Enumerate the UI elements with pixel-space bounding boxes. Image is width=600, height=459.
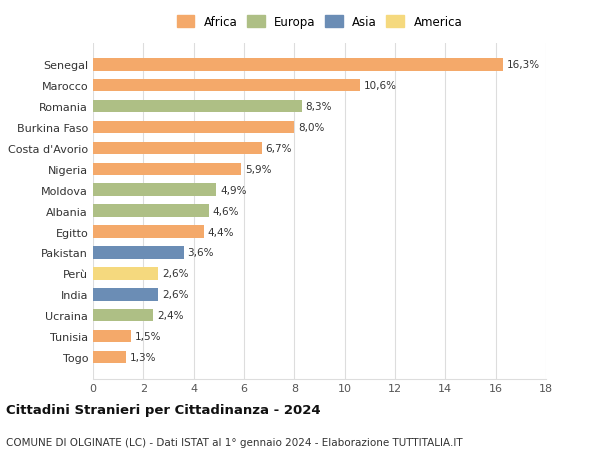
Bar <box>93 163 241 176</box>
Text: 2,6%: 2,6% <box>162 290 189 300</box>
Text: 10,6%: 10,6% <box>364 81 397 91</box>
Bar <box>93 288 158 301</box>
Text: Cittadini Stranieri per Cittadinanza - 2024: Cittadini Stranieri per Cittadinanza - 2… <box>6 403 320 416</box>
Bar <box>93 268 158 280</box>
Text: COMUNE DI OLGINATE (LC) - Dati ISTAT al 1° gennaio 2024 - Elaborazione TUTTITALI: COMUNE DI OLGINATE (LC) - Dati ISTAT al … <box>6 437 463 447</box>
Text: 4,4%: 4,4% <box>208 227 234 237</box>
Text: 1,5%: 1,5% <box>134 331 161 341</box>
Text: 16,3%: 16,3% <box>507 60 540 70</box>
Bar <box>93 80 360 92</box>
Bar <box>93 309 154 322</box>
Text: 4,6%: 4,6% <box>212 206 239 216</box>
Text: 8,3%: 8,3% <box>305 102 332 112</box>
Bar <box>93 59 503 71</box>
Bar <box>93 351 126 364</box>
Text: 2,6%: 2,6% <box>162 269 189 279</box>
Legend: Africa, Europa, Asia, America: Africa, Europa, Asia, America <box>176 16 463 29</box>
Bar <box>93 101 302 113</box>
Bar <box>93 330 131 342</box>
Text: 3,6%: 3,6% <box>187 248 214 258</box>
Bar <box>93 226 204 238</box>
Text: 1,3%: 1,3% <box>130 352 156 362</box>
Text: 6,7%: 6,7% <box>265 144 292 154</box>
Text: 5,9%: 5,9% <box>245 164 272 174</box>
Bar <box>93 184 217 196</box>
Bar <box>93 205 209 218</box>
Text: 2,4%: 2,4% <box>157 310 184 320</box>
Text: 4,9%: 4,9% <box>220 185 247 195</box>
Text: 8,0%: 8,0% <box>298 123 325 133</box>
Bar <box>93 246 184 259</box>
Bar <box>93 142 262 155</box>
Bar <box>93 122 295 134</box>
